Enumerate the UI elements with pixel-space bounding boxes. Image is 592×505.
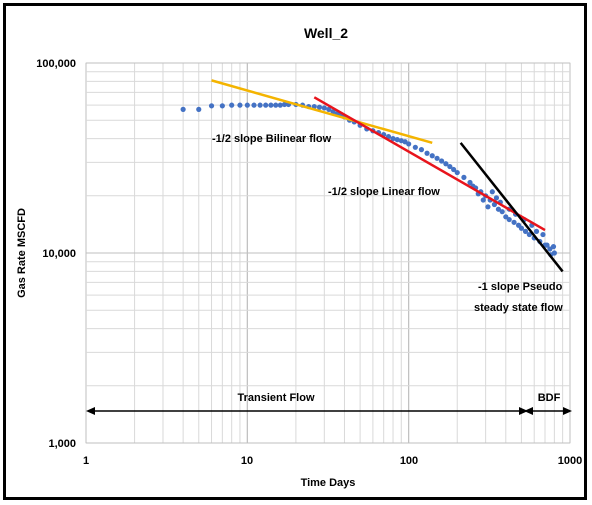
data-point (493, 195, 500, 201)
data-point (499, 209, 505, 215)
grid-lines (85, 62, 571, 444)
data-point (533, 228, 540, 234)
data-point (451, 166, 457, 173)
data-point (251, 102, 257, 108)
data-point (447, 163, 453, 170)
trend-line (211, 79, 433, 145)
x-axis-label: Time Days (301, 477, 356, 489)
data-point (495, 206, 502, 212)
y-tick-label: 100,000 (36, 58, 76, 70)
y-tick-label: 1,000 (48, 438, 76, 450)
trend-line (459, 142, 564, 273)
data-point (491, 201, 498, 208)
gas-rate-chart: Well_2 -1/2 slope Bilinear flow -1/2 slo… (16, 25, 582, 489)
data-point (461, 174, 467, 180)
data-point (424, 150, 430, 156)
data-point (196, 106, 202, 112)
data-point (273, 102, 279, 108)
data-point (406, 141, 412, 147)
data-point (268, 102, 274, 108)
annotation-transient-flow: Transient Flow (237, 392, 314, 404)
x-tick-label: 10 (241, 455, 253, 467)
x-tick-label: 100 (400, 455, 418, 467)
x-tick-label: 1 (83, 455, 89, 467)
data-point (394, 137, 400, 143)
data-point (281, 101, 288, 108)
data-point (480, 197, 486, 203)
annotation-bilinear: -1/2 slope Bilinear flow (212, 133, 332, 145)
data-point (518, 225, 525, 231)
transient-flow-arrow (86, 407, 528, 415)
chart-title: Well_2 (304, 25, 348, 41)
trend-lines (211, 79, 564, 273)
data-point (326, 106, 332, 112)
data-point (257, 102, 263, 108)
annotation-pseudo: -1 slope Pseudo (478, 281, 563, 293)
data-point (467, 179, 473, 186)
data-point (429, 153, 435, 159)
annotation-linear: -1/2 slope Linear flow (328, 186, 440, 198)
data-point (522, 228, 529, 234)
annotation-bdf: BDF (538, 392, 561, 404)
data-point (208, 103, 215, 109)
data-point (390, 136, 396, 142)
data-point (180, 106, 186, 112)
y-tick-label: 10,000 (42, 248, 76, 260)
x-tick-label: 1000 (558, 455, 582, 467)
data-point (219, 103, 225, 109)
data-point (443, 161, 449, 167)
data-point (412, 144, 418, 150)
data-point (540, 231, 546, 238)
data-point (550, 244, 557, 250)
data-point (237, 102, 243, 108)
data-point (454, 169, 460, 176)
data-point (229, 102, 235, 108)
data-point (485, 204, 491, 210)
data-point (526, 231, 532, 238)
data-point (511, 219, 517, 225)
data-point (438, 158, 445, 164)
bdf-arrow (524, 407, 572, 415)
data-point (489, 189, 495, 195)
data-point (316, 104, 323, 110)
data-point (244, 102, 250, 108)
trend-line (313, 96, 546, 232)
data-point (263, 102, 269, 108)
chart-frame: Well_2 -1/2 slope Bilinear flow -1/2 slo… (3, 3, 587, 500)
data-point (434, 155, 440, 161)
y-axis-label: Gas Rate MSCFD (16, 208, 28, 298)
data-point (277, 102, 283, 108)
data-point (506, 216, 512, 223)
annotation-steady-state: steady state flow (474, 302, 563, 314)
data-point (418, 147, 425, 153)
data-point (544, 242, 550, 248)
data-point (321, 105, 327, 111)
